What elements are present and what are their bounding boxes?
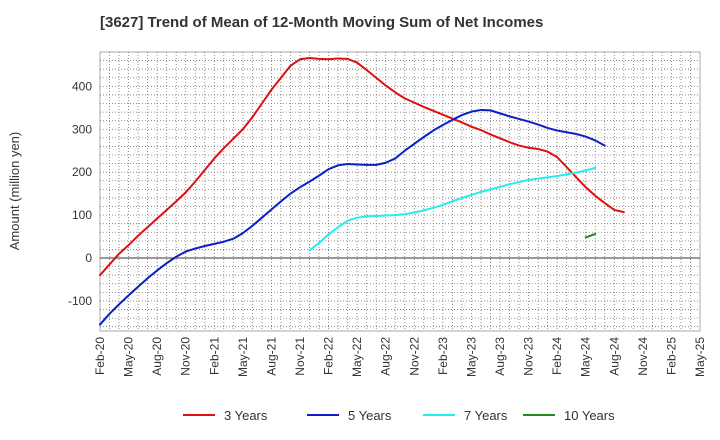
legend-label: 10 Years (564, 408, 615, 423)
x-tick-label: May-22 (350, 337, 364, 377)
x-tick-label: May-20 (122, 337, 136, 377)
series-line-3-years (99, 57, 625, 277)
grid (100, 52, 700, 331)
x-tick-label: Aug-22 (379, 337, 393, 376)
y-axis-label: Amount (million yen) (7, 132, 22, 251)
legend-label: 5 Years (348, 408, 392, 423)
x-tick-label: Feb-22 (322, 337, 336, 375)
y-tick-label: 400 (72, 79, 92, 93)
x-tick-label: Aug-24 (607, 337, 621, 376)
x-tick-label: Nov-21 (293, 337, 307, 376)
x-tick-label: Feb-20 (93, 337, 107, 375)
x-tick-label: Feb-25 (664, 337, 678, 375)
series-line-5-years (99, 108, 606, 326)
x-tick-label: Aug-21 (264, 337, 278, 376)
series-line-7-years (308, 166, 597, 252)
x-tick-label: Feb-23 (436, 337, 450, 375)
x-tick-label: Nov-22 (407, 337, 421, 376)
legend: 3 Years 5 Years 7 Years 10 Years (183, 408, 615, 423)
x-tick-label: Feb-21 (207, 337, 221, 375)
x-tick-label: May-21 (236, 337, 250, 377)
y-tick-label: 200 (72, 165, 92, 179)
x-tick-label: Nov-20 (179, 337, 193, 376)
y-tick-label: 300 (72, 122, 92, 136)
x-tick-label: Nov-24 (636, 337, 650, 376)
chart-title: [3627] Trend of Mean of 12-Month Moving … (100, 14, 544, 31)
tick-labels: -100 0 100 200 300 400 Feb-20 May-20 Aug-20 Nov-2… (68, 79, 707, 377)
y-tick-label: 0 (85, 251, 92, 265)
series-lines (99, 57, 625, 326)
y-tick-label: 100 (72, 208, 92, 222)
x-tick-label: May-23 (464, 337, 478, 377)
x-tick-label: Nov-23 (522, 337, 536, 376)
x-tick-label: May-24 (579, 337, 593, 377)
legend-label: 7 Years (464, 408, 508, 423)
x-tick-label: Feb-24 (550, 337, 564, 375)
legend-label: 3 Years (224, 408, 268, 423)
x-tick-label: Aug-23 (493, 337, 507, 376)
plot-area (99, 51, 701, 332)
x-tick-label: Aug-20 (150, 337, 164, 376)
y-tick-label: -100 (68, 294, 92, 308)
series-line-10-years (584, 232, 597, 239)
x-tick-label: May-25 (693, 337, 707, 377)
